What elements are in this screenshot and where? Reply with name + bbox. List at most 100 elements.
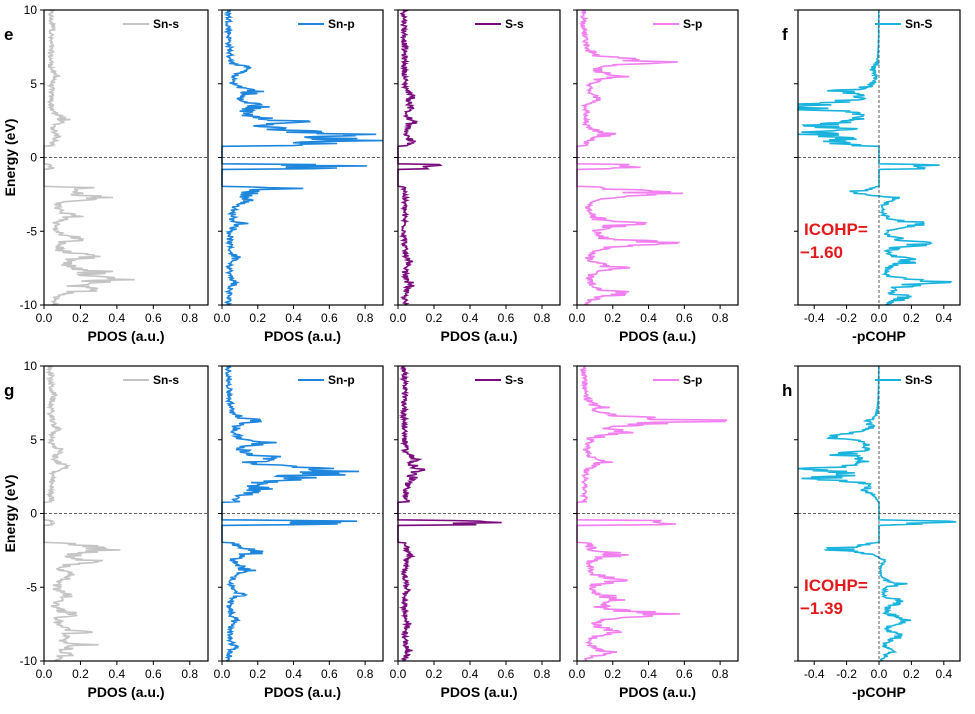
panel-f: -0.4 -0.2 0.0 0.2 0.4 -pCOHP Sn-S f ICOHP= −1.60 bbox=[782, 9, 961, 344]
x-tick-label: 0.2 bbox=[249, 667, 266, 681]
x-tick-label: -0.2 bbox=[836, 667, 857, 681]
x-tick-label: 0.4 bbox=[935, 667, 952, 681]
x-tick-label: 0.2 bbox=[72, 667, 89, 681]
x-tick-label: 0.2 bbox=[72, 311, 89, 325]
x-tick-label: 0.4 bbox=[640, 311, 657, 325]
x-tick-label: 0.4 bbox=[640, 667, 657, 681]
icohp-annotation-value: −1.39 bbox=[800, 599, 843, 618]
x-tick-label: 0.0 bbox=[390, 311, 407, 325]
panel-label-f: f bbox=[782, 25, 788, 44]
x-tick-label: 0.4 bbox=[462, 667, 479, 681]
x-tick-label: 0.4 bbox=[109, 311, 126, 325]
x-axis-label: PDOS (a.u.) bbox=[87, 328, 164, 344]
legend-label: S-s bbox=[505, 17, 524, 31]
x-tick-label: 0.0 bbox=[871, 311, 888, 325]
panel-top-s-p: 0.0 0.2 0.4 0.6 0.8 PDOS (a.u.) S-p bbox=[569, 9, 739, 344]
x-tick-label: 0.8 bbox=[357, 667, 374, 681]
icohp-annotation-label: ICOHP= bbox=[804, 576, 868, 595]
panel-top-sn-p: 0.0 0.2 0.4 0.6 0.8 PDOS (a.u.) Sn-p bbox=[214, 9, 384, 344]
y-tick-label: 5 bbox=[30, 433, 37, 447]
legend-label: S-s bbox=[505, 373, 524, 387]
x-tick-label: 0.8 bbox=[712, 311, 729, 325]
y-tick-label: 10 bbox=[24, 359, 38, 373]
x-tick-label: 0.2 bbox=[426, 311, 443, 325]
legend-label: Sn-s bbox=[153, 373, 179, 387]
panel-bottom-s-p: 0.0 0.2 0.4 0.6 0.8 PDOS (a.u.) S-p bbox=[569, 365, 739, 700]
x-tick-label: 0.4 bbox=[462, 311, 479, 325]
x-tick-label: 0.2 bbox=[249, 311, 266, 325]
panel-g: 0.0 0.2 0.4 0.6 0.8 PDOS (a.u.) -10 -5 0 5 10 Energ… bbox=[2, 359, 209, 700]
x-axis-label: -pCOHP bbox=[852, 684, 906, 700]
x-tick-label: -0.4 bbox=[804, 311, 825, 325]
x-tick-label: 0.0 bbox=[214, 667, 231, 681]
x-tick-label: 0.6 bbox=[321, 311, 338, 325]
panel-label-h: h bbox=[782, 381, 792, 400]
y-tick-label: 0 bbox=[30, 151, 37, 165]
x-tick-label: 0.0 bbox=[569, 667, 586, 681]
y-tick-label: -5 bbox=[26, 224, 37, 238]
x-tick-label: 0.6 bbox=[498, 311, 515, 325]
x-axis-label: PDOS (a.u.) bbox=[264, 684, 341, 700]
x-axis-label: PDOS (a.u.) bbox=[619, 684, 696, 700]
panel-top-s-s: 0.0 0.2 0.4 0.6 0.8 PDOS (a.u.) S-s bbox=[390, 9, 561, 344]
x-tick-label: 0.2 bbox=[604, 667, 621, 681]
x-tick-label: 0.8 bbox=[357, 311, 374, 325]
panel-label-g: g bbox=[4, 381, 14, 400]
x-tick-label: -0.4 bbox=[804, 667, 825, 681]
x-axis-label: PDOS (a.u.) bbox=[440, 328, 517, 344]
legend-label: Sn-p bbox=[328, 17, 355, 31]
x-tick-label: 0.4 bbox=[285, 667, 302, 681]
x-tick-label: 0.2 bbox=[903, 311, 920, 325]
y-tick-label: -10 bbox=[20, 654, 38, 668]
x-tick-label: 0.0 bbox=[390, 667, 407, 681]
x-tick-label: -0.2 bbox=[836, 311, 857, 325]
x-tick-label: 0.0 bbox=[36, 667, 53, 681]
x-tick-label: 0.8 bbox=[181, 667, 198, 681]
legend-label: Sn-S bbox=[905, 373, 932, 387]
panel-bottom-s-s: 0.0 0.2 0.4 0.6 0.8 PDOS (a.u.) S-s bbox=[390, 365, 561, 700]
x-tick-label: 0.6 bbox=[321, 667, 338, 681]
x-tick-label: 0.0 bbox=[214, 311, 231, 325]
x-tick-label: 0.4 bbox=[109, 667, 126, 681]
x-tick-label: 0.8 bbox=[534, 311, 551, 325]
panel-bottom-sn-p: 0.0 0.2 0.4 0.6 0.8 PDOS (a.u.) Sn-p bbox=[214, 365, 384, 700]
y-tick-label: -5 bbox=[26, 580, 37, 594]
legend-label: S-p bbox=[683, 17, 702, 31]
x-axis-label: PDOS (a.u.) bbox=[619, 328, 696, 344]
panel-label-e: e bbox=[4, 25, 13, 44]
panel-h: -0.4 -0.2 0.0 0.2 0.4 -pCOHP Sn-S h ICOHP= −1.39 bbox=[782, 365, 961, 700]
x-tick-label: 0.6 bbox=[145, 311, 162, 325]
x-tick-label: 0.0 bbox=[36, 311, 53, 325]
y-axis-label: Energy (eV) bbox=[2, 119, 18, 197]
x-tick-label: 0.8 bbox=[712, 667, 729, 681]
x-tick-label: 0.6 bbox=[676, 311, 693, 325]
legend-label: Sn-p bbox=[328, 373, 355, 387]
icohp-annotation-label: ICOHP= bbox=[804, 220, 868, 239]
x-tick-label: 0.8 bbox=[181, 311, 198, 325]
x-tick-label: 0.4 bbox=[285, 311, 302, 325]
x-axis-label: PDOS (a.u.) bbox=[264, 328, 341, 344]
legend-label: Sn-S bbox=[905, 17, 932, 31]
legend-label: Sn-s bbox=[153, 17, 179, 31]
x-axis-label: -pCOHP bbox=[852, 328, 906, 344]
y-tick-label: 5 bbox=[30, 77, 37, 91]
x-tick-label: 0.0 bbox=[871, 667, 888, 681]
y-tick-label: 0 bbox=[30, 507, 37, 521]
x-tick-label: 0.6 bbox=[676, 667, 693, 681]
x-tick-label: 0.4 bbox=[935, 311, 952, 325]
x-tick-label: 0.2 bbox=[903, 667, 920, 681]
x-tick-label: 0.6 bbox=[498, 667, 515, 681]
x-tick-label: 0.2 bbox=[426, 667, 443, 681]
x-tick-label: 0.0 bbox=[569, 311, 586, 325]
x-tick-label: 0.8 bbox=[534, 667, 551, 681]
x-tick-label: 0.2 bbox=[604, 311, 621, 325]
icohp-annotation-value: −1.60 bbox=[800, 243, 843, 262]
y-tick-label: 10 bbox=[24, 3, 38, 17]
y-axis-label: Energy (eV) bbox=[2, 475, 18, 553]
x-axis-label: PDOS (a.u.) bbox=[87, 684, 164, 700]
panel-e: 0.0 0.2 0.4 0.6 0.8 PDOS (a.u.) -10 -5 0 5 10 Energ… bbox=[2, 3, 209, 344]
x-tick-label: 0.6 bbox=[145, 667, 162, 681]
x-axis-label: PDOS (a.u.) bbox=[440, 684, 517, 700]
y-tick-label: -10 bbox=[20, 298, 38, 312]
